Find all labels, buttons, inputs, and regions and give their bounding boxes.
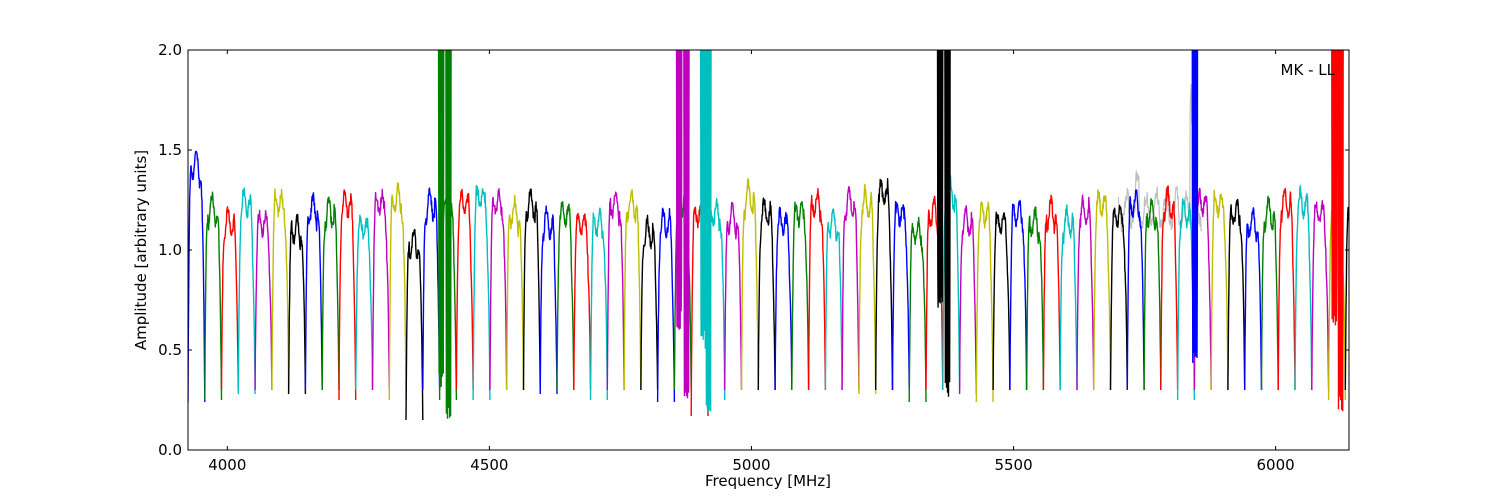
series-line-channel-27 <box>623 188 642 391</box>
series-line-channel-29 <box>656 207 676 403</box>
series-layer <box>188 50 1379 421</box>
series-line-channel-50 <box>1009 199 1028 391</box>
y-tick-label: 0.5 <box>158 341 182 359</box>
series-line-channel-39 <box>824 208 843 391</box>
y-tick-label: 1.5 <box>158 141 182 159</box>
series-line-channel-4 <box>237 187 256 395</box>
series-line-channel-23 <box>556 201 575 391</box>
y-tick-label: 0.0 <box>158 441 182 459</box>
series-line-channel-33 <box>724 201 743 391</box>
series-line-channel-24 <box>573 212 592 391</box>
series-line-channel-40 <box>841 185 860 391</box>
series-line-channel-3 <box>220 206 239 391</box>
series-line-channel-22 <box>539 205 558 395</box>
rfi-spike-3 <box>675 50 683 330</box>
rfi-spike-9 <box>1191 50 1199 363</box>
series-line-channel-55 <box>1092 189 1112 391</box>
series-line-channel-8 <box>304 192 323 391</box>
series-line-channel-36 <box>774 206 793 391</box>
series-line-channel-42 <box>875 177 894 391</box>
x-tick-label: 6000 <box>1257 456 1295 474</box>
series-line-channel-67 <box>1294 185 1313 391</box>
x-axis-title: Frequency [MHz] <box>705 472 831 490</box>
series-line-channel-19 <box>489 187 508 391</box>
series-line-channel-44 <box>908 216 927 403</box>
series-line-channel-48 <box>975 201 994 403</box>
series-line-channel-5 <box>254 209 273 391</box>
rfi-spike-8 <box>944 50 951 397</box>
series-line-channel-18 <box>472 184 491 401</box>
rfi-spike-10 <box>1331 50 1338 326</box>
series-line-channel-65 <box>1260 195 1279 391</box>
series-line-channel-63 <box>1227 198 1246 391</box>
series-line-channel-25 <box>589 207 608 401</box>
series-line-channel-70 <box>1344 206 1349 391</box>
series-line-channel-47 <box>958 205 977 395</box>
series-line-channel-2 <box>204 191 223 401</box>
y-axis: 0.0 0.5 1.0 1.5 2.0 <box>158 41 1349 459</box>
series-line-channel-43 <box>891 200 910 391</box>
series-line-channel-10 <box>338 189 357 401</box>
y-tick-label: 2.0 <box>158 41 182 59</box>
plot-background <box>188 50 1349 450</box>
series-line-channel-20 <box>506 194 525 391</box>
y-axis-title: Amplitude [arbitrary units] <box>132 150 150 350</box>
series-line-channel-1 <box>188 150 206 403</box>
series-line-channel-6 <box>271 188 290 391</box>
series-line-channel-7 <box>287 213 307 395</box>
series-line-channel-28 <box>640 214 659 391</box>
series-line-channel-15 <box>422 187 441 391</box>
series-line-channel-60 <box>1176 198 1196 401</box>
series-line-channel-38 <box>807 187 827 391</box>
series-line-channel-41 <box>858 183 877 395</box>
rfi-spike-5 <box>699 50 707 349</box>
series-line-channel-52 <box>1042 194 1061 391</box>
series-line-channel-9 <box>321 196 340 391</box>
series-line-channel-64 <box>1243 207 1263 391</box>
series-line-channel-68 <box>1311 199 1330 391</box>
y-tick-label: 1.0 <box>158 241 182 259</box>
series-line-channel-71 <box>1362 196 1379 414</box>
series-line-channel-58 <box>1143 198 1162 391</box>
x-axis: 4000 4500 5000 5500 6000 <box>208 50 1295 474</box>
series-line-channel-12 <box>371 188 390 391</box>
series-line-channel-66 <box>1277 187 1296 391</box>
series-line-channel-57 <box>1126 189 1145 391</box>
x-tick-label: 4000 <box>208 456 246 474</box>
rfi-spike-11 <box>1337 50 1344 412</box>
series-line-channel-37 <box>791 200 810 391</box>
series-line-channel-11 <box>355 214 374 391</box>
rfi-spike-4 <box>683 50 690 399</box>
series-line-channel-34 <box>740 178 759 391</box>
series-line-channel-51 <box>1025 206 1045 391</box>
series-line-channel-13 <box>388 182 407 401</box>
rfi-spike-7 <box>936 50 944 308</box>
rfi-spike-2 <box>445 50 452 419</box>
rfi-spike-1 <box>437 50 445 388</box>
series-line-channel-26 <box>606 191 625 391</box>
series-line-channel-17 <box>455 188 474 391</box>
series-line-channel-56 <box>1109 204 1128 391</box>
x-tick-label: 5500 <box>994 456 1032 474</box>
series-line-channel-35 <box>757 197 776 391</box>
x-tick-label: 4500 <box>470 456 508 474</box>
series-line-channel-54 <box>1076 194 1095 391</box>
series-line-channel-49 <box>992 211 1011 391</box>
x-tick-label: 5000 <box>732 456 770 474</box>
annotation-label: MK - LL <box>1281 61 1336 79</box>
series-line-channel-62 <box>1210 189 1229 391</box>
series-line-channel-53 <box>1059 204 1078 391</box>
series-line-channel-14 <box>405 228 424 421</box>
series-line-channel-21 <box>522 188 541 391</box>
rfi-spike-6 <box>705 50 712 413</box>
series-line-channel-59 <box>1160 185 1179 391</box>
